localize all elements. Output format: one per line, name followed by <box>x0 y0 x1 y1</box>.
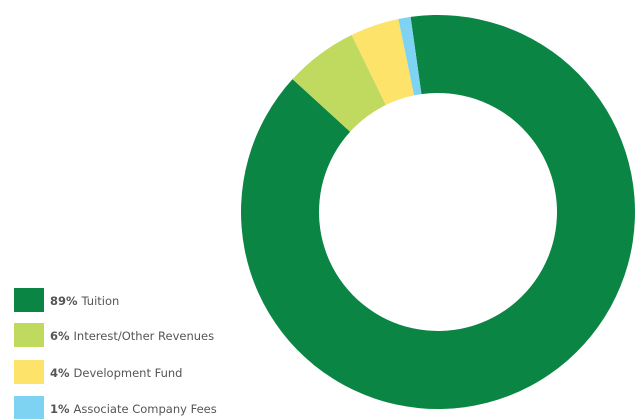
legend-swatch <box>14 288 44 312</box>
legend-label: 89% Tuition <box>50 294 119 308</box>
slice <box>351 19 415 106</box>
slice <box>292 34 386 132</box>
legend-label: 4% Development Fund <box>50 366 182 380</box>
legend-swatch <box>14 396 44 419</box>
legend-swatch <box>14 360 44 384</box>
legend-value: 6% <box>50 329 70 343</box>
legend: 89% Tuition 6% Interest/Other Revenues 4% Dev… <box>14 288 217 419</box>
legend-label: 1% Associate Company Fees <box>50 402 217 416</box>
slice <box>240 15 635 409</box>
legend-name: Associate Company Fees <box>74 402 217 416</box>
donut <box>240 15 635 409</box>
legend-value: 1% <box>50 402 70 416</box>
legend-swatch <box>14 323 44 347</box>
legend-label: 6% Interest/Other Revenues <box>50 329 214 343</box>
legend-name: Development Fund <box>74 366 183 380</box>
legend-value: 4% <box>50 366 70 380</box>
legend-name: Interest/Other Revenues <box>74 329 215 343</box>
legend-value: 89% <box>50 294 78 308</box>
slice <box>398 16 422 96</box>
legend-name: Tuition <box>81 294 120 308</box>
